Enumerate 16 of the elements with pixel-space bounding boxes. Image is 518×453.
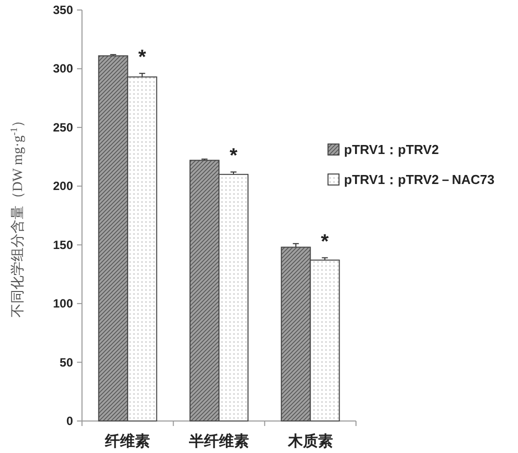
annotation: *: [138, 46, 146, 68]
x-tick-label: 半纤维素: [188, 432, 249, 450]
text: pTRV1：pTRV2－NAC73: [344, 172, 494, 187]
x-tick-label: 纤维素: [104, 432, 150, 450]
y-tick-label: 350: [52, 3, 74, 17]
y-tick-label: 150: [52, 238, 74, 252]
text: pTRV1：pTRV2: [344, 142, 439, 157]
annotation: *: [320, 230, 329, 253]
y-tick-label: 250: [52, 120, 74, 134]
y-tick-label: 200: [52, 179, 74, 194]
y-tick-label: 100: [52, 296, 74, 311]
x-tick-label: 木质素: [286, 433, 333, 450]
y-tick-label: 0: [66, 414, 74, 428]
y-tick-label: 50: [60, 355, 74, 370]
annotation: *: [230, 145, 238, 168]
y-tick-label: 300: [52, 62, 74, 76]
